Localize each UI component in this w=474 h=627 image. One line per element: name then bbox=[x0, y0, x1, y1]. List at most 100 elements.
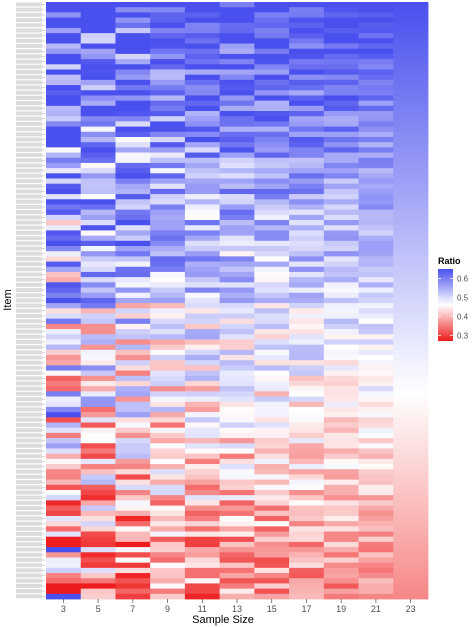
heatmap-cell bbox=[80, 12, 116, 18]
x-axis-tick-label: 3 bbox=[61, 604, 66, 614]
heatmap-cell bbox=[150, 245, 186, 252]
heatmap-cell bbox=[150, 422, 186, 429]
heatmap-cell bbox=[150, 396, 186, 403]
heatmap-cell bbox=[393, 412, 429, 418]
heatmap-cell bbox=[150, 453, 186, 460]
heatmap-cell bbox=[358, 406, 394, 413]
heatmap-cell bbox=[184, 2, 221, 8]
heatmap-cell bbox=[323, 349, 359, 356]
heatmap-cell bbox=[219, 168, 255, 174]
heatmap-cell bbox=[254, 121, 290, 127]
item-label bbox=[16, 324, 42, 329]
heatmap-cell bbox=[150, 375, 186, 382]
heatmap-cell bbox=[46, 183, 82, 190]
heatmap-cell bbox=[323, 271, 359, 278]
heatmap-cell bbox=[219, 74, 255, 81]
heatmap-cell bbox=[80, 17, 116, 24]
heatmap-cell bbox=[254, 53, 290, 60]
heatmap-cell bbox=[323, 588, 359, 595]
heatmap-cell bbox=[115, 313, 151, 320]
item-label bbox=[16, 355, 42, 360]
heatmap-cell bbox=[219, 406, 255, 413]
heatmap-cell bbox=[150, 334, 186, 340]
heatmap-cell bbox=[219, 209, 255, 216]
heatmap-cell bbox=[184, 432, 221, 439]
heatmap-cell bbox=[115, 474, 151, 480]
item-label bbox=[16, 116, 42, 121]
heatmap-cell bbox=[358, 391, 394, 397]
heatmap-cell bbox=[323, 406, 359, 413]
heatmap-cell bbox=[393, 375, 429, 382]
heatmap-cell bbox=[323, 2, 359, 8]
heatmap-cell bbox=[219, 33, 255, 39]
heatmap-cell bbox=[323, 105, 359, 112]
heatmap-cell bbox=[393, 344, 429, 351]
heatmap-cell bbox=[393, 510, 429, 517]
heatmap-cell bbox=[184, 209, 221, 216]
heatmap-cell bbox=[323, 489, 359, 496]
heatmap-cell bbox=[254, 230, 290, 237]
heatmap-cell bbox=[323, 152, 359, 159]
item-label bbox=[16, 184, 42, 189]
heatmap-cell bbox=[289, 521, 325, 527]
heatmap-cell bbox=[46, 386, 82, 392]
heatmap-cell bbox=[254, 495, 290, 501]
heatmap-cell bbox=[219, 85, 255, 91]
legend-tick-label: 0.6 bbox=[457, 274, 469, 283]
heatmap-cell bbox=[46, 277, 82, 283]
heatmap-cell bbox=[115, 489, 151, 496]
heatmap-cell bbox=[289, 593, 325, 600]
heatmap-cell bbox=[115, 391, 151, 397]
heatmap-cell bbox=[80, 567, 116, 574]
heatmap-cell bbox=[46, 438, 82, 444]
heatmap-cell bbox=[46, 147, 82, 153]
heatmap-cell bbox=[289, 69, 325, 76]
heatmap-cell bbox=[184, 453, 221, 460]
heatmap-cell bbox=[323, 194, 359, 200]
heatmap-cell bbox=[289, 266, 325, 273]
heatmap-cell bbox=[46, 199, 82, 205]
heatmap-cell bbox=[46, 500, 82, 506]
heatmap-cell bbox=[184, 7, 221, 13]
heatmap-cell bbox=[358, 448, 394, 455]
heatmap-cell bbox=[393, 401, 429, 408]
heatmap-cell bbox=[254, 521, 290, 527]
heatmap-cell bbox=[80, 7, 116, 13]
heatmap-cell bbox=[184, 105, 221, 112]
heatmap-cell bbox=[184, 256, 221, 262]
item-label bbox=[16, 469, 42, 474]
heatmap-cell bbox=[150, 412, 186, 418]
heatmap-cell bbox=[254, 225, 290, 231]
heatmap-cell bbox=[393, 391, 429, 397]
heatmap-cell bbox=[184, 323, 221, 330]
heatmap-cell bbox=[115, 22, 151, 29]
item-label bbox=[16, 319, 42, 324]
heatmap-cell bbox=[289, 401, 325, 408]
heatmap-cell bbox=[115, 386, 151, 392]
heatmap-cell bbox=[323, 375, 359, 382]
heatmap-cell bbox=[219, 360, 255, 366]
heatmap-cell bbox=[358, 251, 394, 257]
item-label bbox=[16, 101, 42, 106]
heatmap-cell bbox=[393, 7, 429, 13]
heatmap-cell bbox=[150, 308, 186, 314]
heatmap-cell bbox=[289, 474, 325, 480]
heatmap-cell bbox=[254, 178, 290, 185]
item-label bbox=[16, 557, 42, 562]
heatmap-cell bbox=[46, 204, 82, 211]
heatmap-cell bbox=[323, 464, 359, 470]
heatmap-cell bbox=[254, 17, 290, 24]
heatmap-cell bbox=[184, 484, 221, 491]
heatmap-cell bbox=[289, 214, 325, 221]
heatmap-cell bbox=[323, 157, 359, 164]
heatmap-cell bbox=[323, 59, 359, 65]
heatmap-cell bbox=[393, 121, 429, 127]
item-label bbox=[16, 267, 42, 272]
heatmap-cell bbox=[254, 147, 290, 153]
heatmap-cell bbox=[80, 173, 116, 179]
heatmap-cell bbox=[219, 531, 255, 538]
heatmap-cell bbox=[289, 510, 325, 517]
heatmap-cell bbox=[358, 318, 394, 325]
heatmap-cell bbox=[254, 438, 290, 444]
heatmap-cell bbox=[46, 396, 82, 403]
